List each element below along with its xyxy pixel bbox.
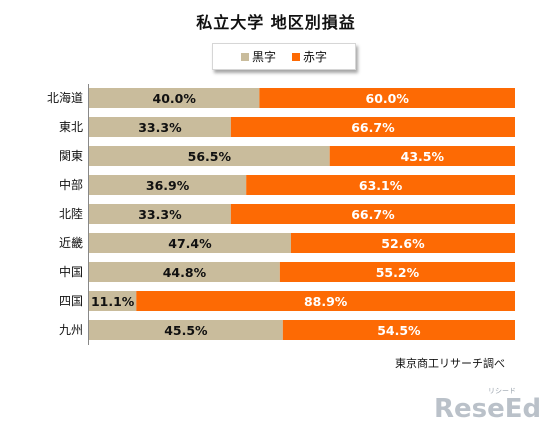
category-label: 関東 <box>59 149 83 163</box>
bar-segment-black <box>89 204 231 224</box>
data-label: 36.9% <box>146 178 190 193</box>
data-label: 52.6% <box>381 236 425 251</box>
category-label: 中部 <box>59 177 83 192</box>
data-label: 44.8% <box>163 265 207 280</box>
legend-label-red: 赤字 <box>303 50 328 64</box>
resed-logo: リシード ReseEd <box>434 387 541 423</box>
bar-segment-black <box>89 291 137 311</box>
bar-segment-black <box>89 233 291 253</box>
category-label: 四国 <box>59 294 83 308</box>
logo-main-text: ReseEd <box>434 394 541 423</box>
bar-segment-red <box>282 320 515 340</box>
data-label: 33.3% <box>138 120 182 135</box>
data-label: 11.1% <box>91 294 135 309</box>
category-label: 北海道 <box>47 90 83 105</box>
data-label: 43.5% <box>401 149 445 164</box>
data-label: 66.7% <box>351 207 395 222</box>
logo-small-text: リシード <box>488 387 516 395</box>
bar-segment-red <box>290 233 515 253</box>
bar-segment-red <box>230 204 515 224</box>
legend-label-black: 黒字 <box>251 50 276 64</box>
data-label: 66.7% <box>351 120 395 135</box>
legend: 黒字 赤字 <box>212 43 356 70</box>
bar-segment-black <box>89 146 330 166</box>
legend-item-black: 黒字 <box>240 48 276 65</box>
legend-swatch-black <box>240 52 249 61</box>
legend-item-red: 赤字 <box>292 48 327 65</box>
data-label: 40.0% <box>153 91 197 106</box>
bar-segment-red <box>246 175 515 195</box>
category-label: 中国 <box>59 264 83 279</box>
data-label: 60.0% <box>366 91 410 106</box>
source-note: 東京商工リサーチ調べ <box>395 357 505 370</box>
bar-segment-red <box>259 88 515 108</box>
data-label: 88.9% <box>304 294 348 309</box>
data-label: 54.5% <box>377 323 421 338</box>
bar-segment-black <box>89 88 260 108</box>
bar-segment-red <box>230 117 515 137</box>
data-label: 56.5% <box>188 149 232 164</box>
bar-segment-red <box>136 291 515 311</box>
data-label: 33.3% <box>138 207 182 222</box>
category-label: 九州 <box>59 323 83 337</box>
data-label: 63.1% <box>359 178 403 193</box>
bar-segment-red <box>279 262 515 282</box>
bar-segment-red <box>329 146 515 166</box>
category-label: 近畿 <box>59 236 83 250</box>
data-label: 45.5% <box>164 323 208 338</box>
data-label: 47.4% <box>168 236 212 251</box>
bar-segment-black <box>89 175 247 195</box>
data-label: 55.2% <box>376 265 420 280</box>
legend-swatch-red <box>292 52 300 61</box>
bar-segment-black <box>89 262 280 282</box>
category-label: 北陸 <box>59 207 83 221</box>
bar-segment-black <box>89 320 283 340</box>
category-label: 東北 <box>59 120 83 134</box>
chart-title: 私立大学 地区別損益 <box>196 13 356 32</box>
bar-segment-black <box>89 117 231 137</box>
